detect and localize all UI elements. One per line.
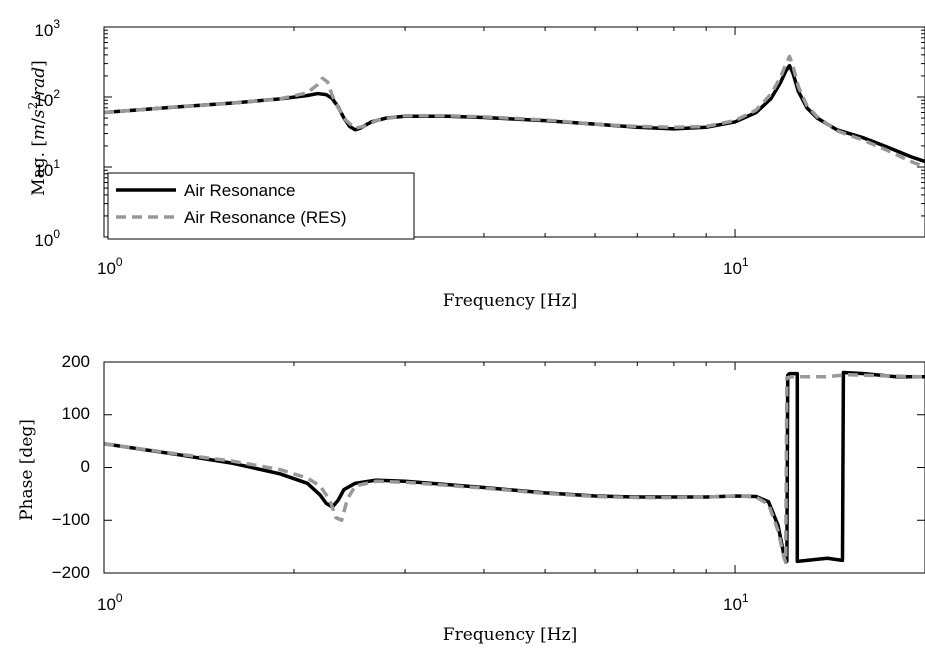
mag-ytick-label-1: 100 xyxy=(34,227,60,250)
phase-axes-frame xyxy=(103,361,925,574)
mag-ytick-label-10: 101 xyxy=(34,157,60,180)
legend: Air Resonance Air Resonance (RES) xyxy=(107,172,415,240)
phase-ytick-label-neg100: −100 xyxy=(52,510,90,529)
mag-xtick-label-10: 101 xyxy=(723,255,749,278)
phase-ytick-label-0: 0 xyxy=(81,457,90,476)
magnitude-series xyxy=(104,54,925,169)
phase-ticks xyxy=(103,361,925,574)
phase-ytick-label-neg200: −200 xyxy=(52,563,90,582)
phase-ytick-label-200: 200 xyxy=(62,352,90,371)
magnitude-x-axis-label: Frequency [Hz] xyxy=(443,291,577,311)
magnitude-x-tick-labels: 100 101 xyxy=(97,255,749,278)
phase-x-axis-label: Frequency [Hz] xyxy=(443,625,577,645)
mag-ytick-label-100: 102 xyxy=(34,87,60,110)
phase-y-tick-labels: 200 100 0 −100 −200 xyxy=(52,352,90,582)
magnitude-axes-frame xyxy=(103,26,925,238)
phase-plot: 200 100 0 −100 −200 100 101 Frequency [H… xyxy=(17,352,925,645)
phase-ytick-label-100: 100 xyxy=(62,404,90,423)
series-line-air-resonance xyxy=(104,370,925,564)
magnitude-y-axis-label: Mag. [m/s2/rad] xyxy=(26,60,49,196)
legend-label-air-resonance-res: Air Resonance (RES) xyxy=(184,208,347,227)
phase-series xyxy=(104,370,925,565)
magnitude-y-tick-labels: 100 101 102 103 xyxy=(34,17,60,250)
series-line-air-resonance xyxy=(104,63,925,164)
legend-label-air-resonance: Air Resonance xyxy=(184,181,296,200)
phase-xtick-label-10: 101 xyxy=(723,591,749,614)
phase-xtick-label-1: 100 xyxy=(97,591,123,614)
phase-y-axis-label: Phase [deg] xyxy=(17,419,37,521)
series-line-air-resonance-res xyxy=(104,54,925,169)
phase-x-tick-labels: 100 101 xyxy=(97,591,749,614)
mag-ytick-label-1000: 103 xyxy=(34,17,60,40)
mag-xtick-label-1: 100 xyxy=(97,255,123,278)
legend-box xyxy=(107,172,415,240)
series-line-air-resonance-res xyxy=(104,372,925,565)
magnitude-plot: 100 101 102 103 100 101 Frequency [Hz] M… xyxy=(26,17,925,311)
